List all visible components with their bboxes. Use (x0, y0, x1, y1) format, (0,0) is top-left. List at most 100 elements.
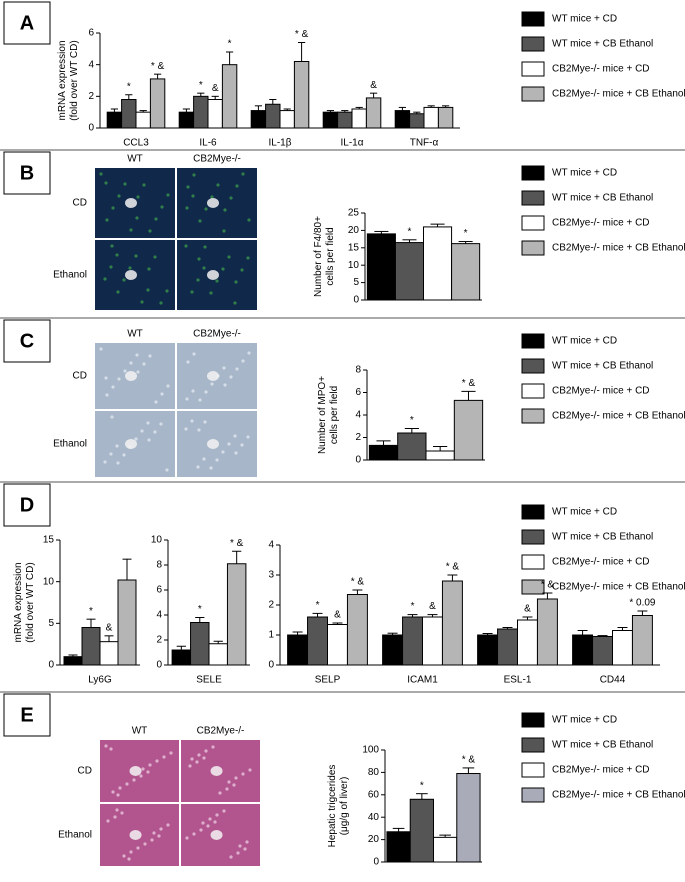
micrograph-texture (113, 815, 117, 819)
bar (451, 243, 481, 301)
bar (135, 111, 151, 129)
image-column-label: CB2Mye-/- (193, 154, 241, 165)
micrograph-texture (222, 229, 226, 233)
micrograph-texture (204, 207, 208, 211)
legend-label: WT mice + CD (552, 168, 617, 179)
bar (178, 111, 195, 129)
micrograph-texture (166, 193, 170, 197)
micrograph-texture (105, 218, 109, 222)
error-bar (104, 635, 114, 642)
micrograph-texture (227, 780, 231, 784)
micrograph-texture (222, 366, 226, 370)
y-tick-label: 10 (43, 576, 55, 587)
error-bar (461, 390, 476, 401)
error-bar (442, 105, 450, 108)
error-bar (298, 42, 306, 62)
y-tick-label: 2 (268, 600, 274, 611)
bar (322, 111, 339, 129)
micrograph-texture (125, 782, 129, 786)
error-bar (430, 223, 445, 227)
micrograph-texture (122, 453, 126, 457)
micrograph-texture (213, 820, 217, 824)
bar (631, 615, 653, 666)
legend-label: CB2Mye-/- mice + CD (552, 765, 650, 776)
y-tick-label: 25 (348, 208, 360, 219)
y-axis-label-line: mRNA expression (57, 40, 68, 120)
error-bar (122, 558, 132, 580)
y-tick-label: 5 (48, 618, 54, 629)
significance-label: * & (541, 580, 555, 591)
significance-label: * & (351, 577, 365, 588)
micrograph-texture (240, 268, 244, 272)
micrograph-texture (238, 844, 242, 848)
panel-letter-box (3, 1, 51, 45)
micrograph-texture (201, 821, 205, 825)
bar (409, 113, 425, 129)
micrograph-texture (148, 229, 152, 233)
legend-label: CB2Mye-/- mice + CD (552, 557, 650, 568)
panel-letter: C (20, 330, 34, 352)
micrograph-texture (235, 367, 239, 371)
error-bar (292, 631, 303, 635)
legend-label: WT mice + CB Ethanol (552, 532, 653, 543)
micrograph-texture (202, 756, 206, 760)
micrograph-texture (241, 772, 245, 776)
y-tick-label: 4 (156, 610, 162, 621)
significance-label: * & (295, 29, 309, 40)
error-bar (352, 589, 363, 595)
y-axis-label: mRNA expression(fold over WT CD) (57, 40, 80, 120)
micrograph-texture (186, 360, 190, 364)
legend-swatch (521, 408, 545, 424)
micrograph-texture (247, 218, 251, 222)
micrograph-texture (210, 382, 214, 386)
micrograph-texture (199, 828, 203, 832)
micrograph-texture (221, 450, 225, 454)
legend-swatch (521, 712, 545, 728)
micrograph-texture (185, 206, 189, 210)
image-row-label: Ethanol (58, 830, 92, 841)
bar (422, 616, 443, 666)
bar (307, 616, 328, 666)
image-column-label: WT (127, 329, 143, 340)
bar (149, 78, 166, 129)
micrograph-texture (197, 753, 201, 757)
y-tick-label: 2 (355, 432, 361, 443)
error-bar (482, 633, 493, 635)
x-tick-label: Ly6G (88, 675, 112, 686)
bar (81, 627, 101, 666)
significance-label: & (429, 601, 436, 612)
y-tick-label: 6 (355, 387, 361, 398)
y-tick-label: 4 (268, 540, 274, 551)
x-tick-label: ICAM1 (407, 675, 438, 686)
bar (287, 634, 309, 666)
legend-swatch (521, 240, 545, 256)
legend-swatch (521, 579, 545, 595)
bar (437, 106, 454, 129)
micrograph-texture (146, 770, 150, 774)
micrograph-texture (211, 745, 215, 749)
micrograph-texture (135, 216, 139, 220)
significance-label: * & (462, 378, 476, 389)
bar (99, 641, 119, 666)
micrograph-texture (225, 787, 229, 791)
micrograph-texture (192, 173, 196, 177)
micrograph-texture (127, 857, 131, 861)
y-axis-label: Number of F4/80+cells per field (313, 216, 336, 297)
micrograph-texture (203, 420, 207, 424)
micrograph-texture (111, 790, 115, 794)
y-tick-label: 60 (368, 789, 380, 800)
significance-label: * (408, 226, 412, 237)
micrograph-texture (195, 760, 199, 764)
x-tick-label: IL-1β (269, 138, 292, 149)
image-row-label: CD (73, 198, 87, 209)
y-axis-label-line: mRNA expression (13, 562, 24, 642)
y-tick-label: 15 (348, 242, 360, 253)
error-bar (332, 622, 343, 625)
micrograph-texture (111, 206, 115, 210)
micrograph-texture (229, 855, 233, 859)
y-tick-label: 40 (368, 812, 380, 823)
bar (517, 619, 538, 666)
error-bar (407, 614, 418, 617)
significance-label: & (334, 610, 341, 621)
bar (394, 110, 411, 129)
